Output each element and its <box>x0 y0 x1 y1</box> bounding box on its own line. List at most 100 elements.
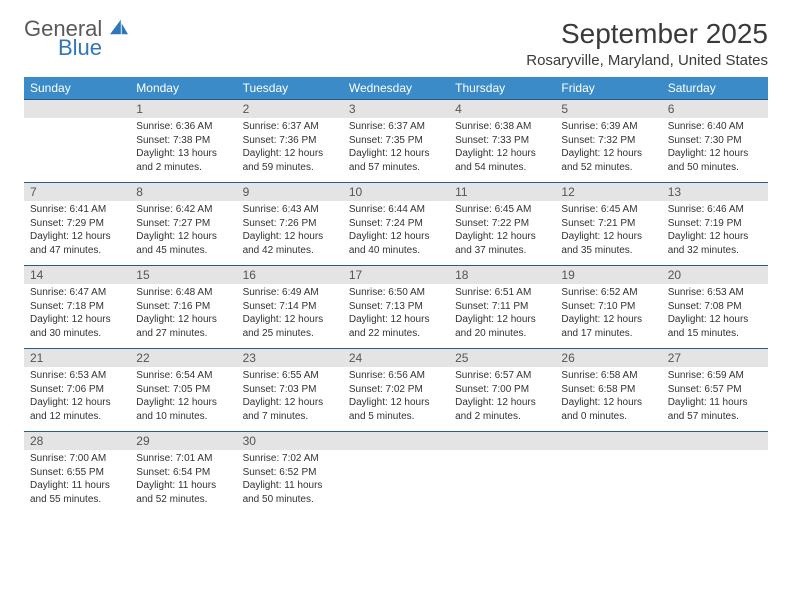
sunrise-line: Sunrise: 6:56 AM <box>349 369 443 383</box>
sunset-line: Sunset: 7:05 PM <box>136 383 230 397</box>
day-number: 21 <box>24 349 130 367</box>
day-body: Sunrise: 6:40 AMSunset: 7:30 PMDaylight:… <box>662 118 768 182</box>
sunset-line: Sunset: 7:11 PM <box>455 300 549 314</box>
day-cell: 22Sunrise: 6:54 AMSunset: 7:05 PMDayligh… <box>130 349 236 432</box>
day-cell: 24Sunrise: 6:56 AMSunset: 7:02 PMDayligh… <box>343 349 449 432</box>
day-cell: 12Sunrise: 6:45 AMSunset: 7:21 PMDayligh… <box>555 183 661 266</box>
dayhead-monday: Monday <box>130 77 236 100</box>
sunrise-line: Sunrise: 6:41 AM <box>30 203 124 217</box>
sunset-line: Sunset: 6:57 PM <box>668 383 762 397</box>
sunset-line: Sunset: 7:29 PM <box>30 217 124 231</box>
sunset-line: Sunset: 7:02 PM <box>349 383 443 397</box>
day-number: 7 <box>24 183 130 201</box>
daylight-line: Daylight: 11 hours and 57 minutes. <box>668 396 762 423</box>
day-body: Sunrise: 6:54 AMSunset: 7:05 PMDaylight:… <box>130 367 236 431</box>
day-cell <box>343 432 449 515</box>
daylight-line: Daylight: 12 hours and 20 minutes. <box>455 313 549 340</box>
day-number: 28 <box>24 432 130 450</box>
day-body <box>343 450 449 460</box>
day-number <box>555 432 661 450</box>
sunrise-line: Sunrise: 6:46 AM <box>668 203 762 217</box>
sunset-line: Sunset: 7:18 PM <box>30 300 124 314</box>
page-title: September 2025 <box>526 18 768 50</box>
day-number: 10 <box>343 183 449 201</box>
day-cell: 27Sunrise: 6:59 AMSunset: 6:57 PMDayligh… <box>662 349 768 432</box>
day-body <box>555 450 661 460</box>
day-body: Sunrise: 7:00 AMSunset: 6:55 PMDaylight:… <box>24 450 130 514</box>
day-cell: 25Sunrise: 6:57 AMSunset: 7:00 PMDayligh… <box>449 349 555 432</box>
sunset-line: Sunset: 7:03 PM <box>243 383 337 397</box>
daylight-line: Daylight: 12 hours and 10 minutes. <box>136 396 230 423</box>
day-cell: 7Sunrise: 6:41 AMSunset: 7:29 PMDaylight… <box>24 183 130 266</box>
day-cell: 4Sunrise: 6:38 AMSunset: 7:33 PMDaylight… <box>449 100 555 183</box>
day-number: 8 <box>130 183 236 201</box>
day-cell: 2Sunrise: 6:37 AMSunset: 7:36 PMDaylight… <box>237 100 343 183</box>
sunset-line: Sunset: 6:55 PM <box>30 466 124 480</box>
daylight-line: Daylight: 12 hours and 47 minutes. <box>30 230 124 257</box>
sunrise-line: Sunrise: 6:53 AM <box>668 286 762 300</box>
day-cell: 15Sunrise: 6:48 AMSunset: 7:16 PMDayligh… <box>130 266 236 349</box>
week-row: 1Sunrise: 6:36 AMSunset: 7:38 PMDaylight… <box>24 100 768 183</box>
daylight-line: Daylight: 12 hours and 15 minutes. <box>668 313 762 340</box>
sunrise-line: Sunrise: 6:49 AM <box>243 286 337 300</box>
header: General Blue September 2025 Rosaryville,… <box>24 18 768 69</box>
sunset-line: Sunset: 7:24 PM <box>349 217 443 231</box>
daylight-line: Daylight: 12 hours and 54 minutes. <box>455 147 549 174</box>
day-cell: 3Sunrise: 6:37 AMSunset: 7:35 PMDaylight… <box>343 100 449 183</box>
sunrise-line: Sunrise: 6:39 AM <box>561 120 655 134</box>
sunrise-line: Sunrise: 7:01 AM <box>136 452 230 466</box>
day-body: Sunrise: 6:37 AMSunset: 7:35 PMDaylight:… <box>343 118 449 182</box>
sunset-line: Sunset: 7:00 PM <box>455 383 549 397</box>
sunset-line: Sunset: 7:27 PM <box>136 217 230 231</box>
day-number: 19 <box>555 266 661 284</box>
day-number <box>343 432 449 450</box>
day-number: 29 <box>130 432 236 450</box>
day-number <box>24 100 130 118</box>
sunrise-line: Sunrise: 6:47 AM <box>30 286 124 300</box>
day-body: Sunrise: 6:42 AMSunset: 7:27 PMDaylight:… <box>130 201 236 265</box>
sunset-line: Sunset: 7:38 PM <box>136 134 230 148</box>
day-number: 16 <box>237 266 343 284</box>
day-body: Sunrise: 6:52 AMSunset: 7:10 PMDaylight:… <box>555 284 661 348</box>
day-number: 4 <box>449 100 555 118</box>
day-cell: 14Sunrise: 6:47 AMSunset: 7:18 PMDayligh… <box>24 266 130 349</box>
daylight-line: Daylight: 13 hours and 2 minutes. <box>136 147 230 174</box>
daylight-line: Daylight: 12 hours and 59 minutes. <box>243 147 337 174</box>
sunrise-line: Sunrise: 6:40 AM <box>668 120 762 134</box>
day-body: Sunrise: 6:45 AMSunset: 7:21 PMDaylight:… <box>555 201 661 265</box>
sunrise-line: Sunrise: 6:38 AM <box>455 120 549 134</box>
day-number: 30 <box>237 432 343 450</box>
daylight-line: Daylight: 12 hours and 57 minutes. <box>349 147 443 174</box>
day-number: 20 <box>662 266 768 284</box>
day-body: Sunrise: 6:38 AMSunset: 7:33 PMDaylight:… <box>449 118 555 182</box>
day-number: 26 <box>555 349 661 367</box>
sunset-line: Sunset: 7:10 PM <box>561 300 655 314</box>
calendar-table: SundayMondayTuesdayWednesdayThursdayFrid… <box>24 77 768 514</box>
sunrise-line: Sunrise: 6:54 AM <box>136 369 230 383</box>
sunset-line: Sunset: 7:14 PM <box>243 300 337 314</box>
day-body: Sunrise: 6:39 AMSunset: 7:32 PMDaylight:… <box>555 118 661 182</box>
daylight-line: Daylight: 12 hours and 22 minutes. <box>349 313 443 340</box>
daylight-line: Daylight: 11 hours and 50 minutes. <box>243 479 337 506</box>
sunset-line: Sunset: 6:52 PM <box>243 466 337 480</box>
daylight-line: Daylight: 11 hours and 52 minutes. <box>136 479 230 506</box>
day-cell: 30Sunrise: 7:02 AMSunset: 6:52 PMDayligh… <box>237 432 343 515</box>
day-body: Sunrise: 6:45 AMSunset: 7:22 PMDaylight:… <box>449 201 555 265</box>
sail-icon <box>108 18 130 36</box>
day-number: 17 <box>343 266 449 284</box>
sunrise-line: Sunrise: 6:53 AM <box>30 369 124 383</box>
sunset-line: Sunset: 7:22 PM <box>455 217 549 231</box>
day-number: 15 <box>130 266 236 284</box>
logo-word2: Blue <box>58 38 130 59</box>
sunset-line: Sunset: 7:26 PM <box>243 217 337 231</box>
sunrise-line: Sunrise: 6:43 AM <box>243 203 337 217</box>
day-body: Sunrise: 6:58 AMSunset: 6:58 PMDaylight:… <box>555 367 661 431</box>
day-body: Sunrise: 6:41 AMSunset: 7:29 PMDaylight:… <box>24 201 130 265</box>
sunset-line: Sunset: 7:33 PM <box>455 134 549 148</box>
day-number: 2 <box>237 100 343 118</box>
sunrise-line: Sunrise: 6:48 AM <box>136 286 230 300</box>
day-body: Sunrise: 6:37 AMSunset: 7:36 PMDaylight:… <box>237 118 343 182</box>
day-body: Sunrise: 6:59 AMSunset: 6:57 PMDaylight:… <box>662 367 768 431</box>
week-row: 14Sunrise: 6:47 AMSunset: 7:18 PMDayligh… <box>24 266 768 349</box>
daylight-line: Daylight: 12 hours and 52 minutes. <box>561 147 655 174</box>
